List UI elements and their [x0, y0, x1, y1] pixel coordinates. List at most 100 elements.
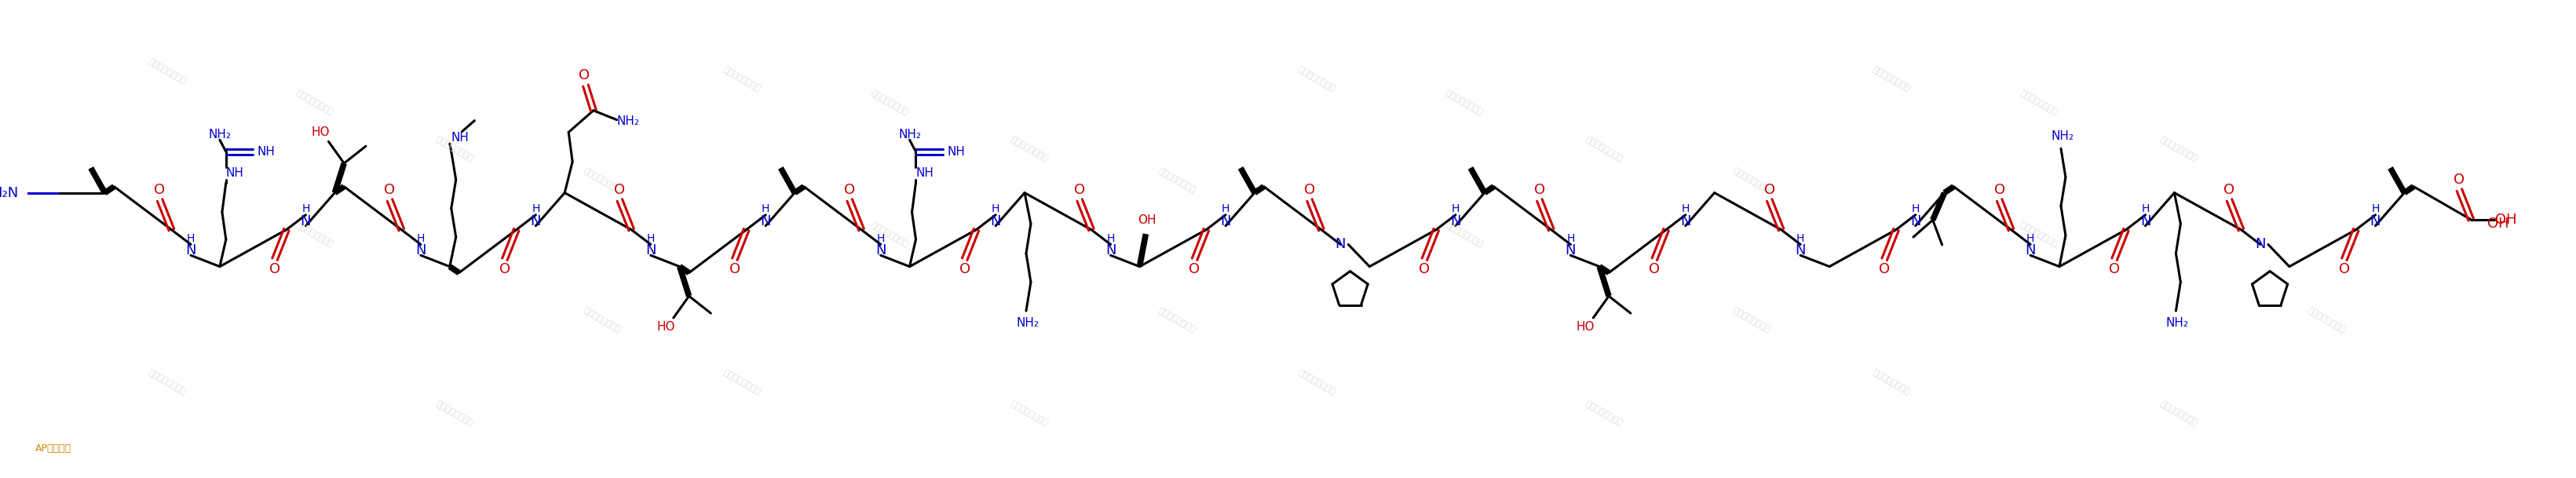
Text: N: N [760, 214, 770, 228]
Text: N: N [1450, 214, 1461, 228]
Text: O: O [2223, 183, 2236, 197]
Text: 专肽生物专肽生物: 专肽生物专肽生物 [147, 369, 188, 396]
Text: 专肽生物专肽生物: 专肽生物专肽生物 [1873, 65, 1911, 93]
Text: 专肽生物专肽生物: 专肽生物专肽生物 [294, 221, 335, 249]
Text: H: H [301, 203, 309, 214]
Text: N: N [989, 214, 1002, 228]
Text: 专肽生物专肽生物: 专肽生物专肽生物 [1873, 369, 1911, 396]
Text: H: H [647, 233, 654, 244]
Text: O: O [155, 183, 165, 197]
Text: N: N [1334, 238, 1345, 251]
Text: H: H [1682, 203, 1690, 214]
Text: 专肽生物专肽生物: 专肽生物专肽生物 [1584, 135, 1623, 163]
Text: 专肽生物专肽生物: 专肽生物专肽生物 [2159, 135, 2200, 163]
Text: OH: OH [1139, 214, 1157, 226]
Text: H: H [992, 203, 999, 214]
Text: 专肽生物专肽生物: 专肽生物专肽生物 [871, 221, 909, 249]
Text: N: N [1911, 214, 1922, 228]
Text: O: O [1649, 262, 1659, 276]
Text: N: N [1680, 214, 1690, 228]
Text: 专肽生物专肽生物: 专肽生物专肽生物 [1731, 306, 1772, 334]
Text: N: N [2141, 214, 2151, 228]
Text: NH₂: NH₂ [2166, 317, 2190, 329]
Text: 专肽生物专肽生物: 专肽生物专肽生物 [435, 135, 474, 163]
Text: NH₂: NH₂ [618, 116, 639, 127]
Text: O: O [1074, 183, 1084, 197]
Text: 专肽生物专肽生物: 专肽生物专肽生物 [1157, 306, 1198, 334]
Text: H: H [1221, 203, 1229, 214]
Text: N: N [1221, 214, 1231, 228]
Text: N: N [2025, 244, 2035, 258]
Text: O: O [384, 183, 394, 197]
Text: H: H [876, 233, 884, 244]
Text: N: N [2254, 238, 2267, 251]
Text: 专肽生物专肽生物: 专肽生物专肽生物 [2159, 400, 2200, 427]
Text: NH: NH [451, 132, 469, 143]
Text: 专肽生物专肽生物: 专肽生物专肽生物 [2020, 89, 2058, 117]
Text: O: O [270, 262, 281, 276]
Text: H: H [1450, 203, 1461, 214]
Text: H: H [2141, 203, 2148, 214]
Text: NH: NH [258, 146, 276, 158]
Text: O: O [1994, 183, 2004, 197]
Text: 专肽生物专肽生物: 专肽生物专肽生物 [1157, 166, 1198, 194]
Text: N: N [531, 214, 541, 228]
Text: AP专肽生物: AP专肽生物 [36, 443, 72, 454]
Text: O: O [1190, 262, 1200, 276]
Text: O: O [958, 262, 971, 276]
Text: O: O [2455, 173, 2465, 187]
Text: N: N [301, 214, 312, 228]
Text: 专肽生物专肽生物: 专肽生物专肽生物 [721, 369, 762, 396]
Text: N: N [1566, 244, 1577, 258]
Text: OH: OH [2488, 217, 2509, 230]
Text: 专肽生物专肽生物: 专肽生物专肽生物 [2306, 306, 2347, 334]
Text: NH: NH [917, 167, 933, 179]
Text: O: O [2339, 262, 2349, 276]
Text: O: O [580, 68, 590, 83]
Text: H: H [531, 203, 541, 214]
Text: H: H [762, 203, 770, 214]
Text: NH: NH [948, 146, 966, 158]
Text: N: N [185, 244, 196, 258]
Text: N: N [1795, 244, 1806, 258]
Text: H: H [1911, 203, 1919, 214]
Text: O: O [1533, 183, 1546, 197]
Text: 专肽生物专肽生物: 专肽生物专肽生物 [1296, 369, 1337, 396]
Text: NH₂: NH₂ [1018, 317, 1038, 329]
Text: 专肽生物专肽生物: 专肽生物专肽生物 [1296, 65, 1337, 93]
Text: O: O [1419, 262, 1430, 276]
Text: N: N [2370, 214, 2380, 228]
Text: N: N [647, 244, 657, 258]
Text: H: H [2027, 233, 2035, 244]
Text: 专肽生物专肽生物: 专肽生物专肽生物 [1010, 400, 1048, 427]
Text: 专肽生物专肽生物: 专肽生物专肽生物 [582, 306, 621, 334]
Text: NH₂: NH₂ [209, 129, 232, 141]
Text: H: H [185, 233, 196, 244]
Text: H: H [1795, 233, 1806, 244]
Text: 专肽生物专肽生物: 专肽生物专肽生物 [1010, 135, 1048, 163]
Text: H: H [1108, 233, 1115, 244]
Text: H: H [417, 233, 425, 244]
Text: 专肽生物专肽生物: 专肽生物专肽生物 [1445, 89, 1484, 117]
Text: HO: HO [1577, 321, 1595, 333]
Text: O: O [1303, 183, 1316, 197]
Text: H: H [1566, 233, 1574, 244]
Text: NH: NH [227, 167, 245, 179]
Text: NH₂: NH₂ [2050, 130, 2074, 142]
Text: 专肽生物专肽生物: 专肽生物专肽生物 [435, 400, 474, 427]
Text: O: O [1878, 262, 1891, 276]
Text: 专肽生物专肽生物: 专肽生物专肽生物 [582, 166, 621, 194]
Text: O: O [1765, 183, 1775, 197]
Text: O: O [729, 262, 739, 276]
Text: HO: HO [312, 126, 330, 138]
Text: 专肽生物专肽生物: 专肽生物专肽生物 [147, 58, 188, 86]
Text: N: N [1105, 244, 1115, 258]
Text: O: O [845, 183, 855, 197]
Text: N: N [415, 244, 425, 258]
Text: HO: HO [657, 321, 675, 333]
Text: 专肽生物专肽生物: 专肽生物专肽生物 [2020, 221, 2058, 249]
Text: H: H [2372, 203, 2380, 214]
Text: H₂N: H₂N [0, 186, 18, 200]
Text: 专肽生物专肽生物: 专肽生物专肽生物 [1731, 166, 1772, 194]
Text: 专肽生物专肽生物: 专肽生物专肽生物 [871, 89, 909, 117]
